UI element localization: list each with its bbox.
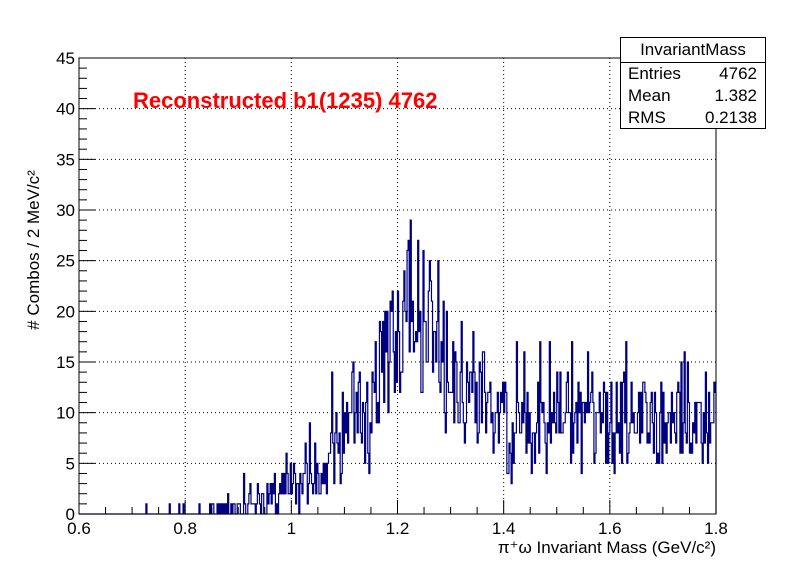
y-tick-label: 35 [56,150,75,169]
stats-box: InvariantMass Entries 4762 Mean 1.382 RM… [620,37,766,129]
stats-entries-value: 4762 [719,64,757,83]
x-tick-label: 1.8 [704,519,728,538]
stats-row-rms: RMS 0.2138 [621,107,765,129]
y-tick-label: 25 [56,252,75,271]
stats-rms-value: 0.2138 [705,108,757,127]
stats-title: InvariantMass [621,38,765,63]
y-tick-label: 5 [66,454,75,473]
stats-row-mean: Mean 1.382 [621,85,765,107]
y-tick-label: 30 [56,201,75,220]
stats-row-entries: Entries 4762 [621,63,765,85]
x-tick-label: 0.6 [67,519,91,538]
histogram-line [79,219,717,515]
y-tick-label: 20 [56,302,75,321]
x-axis-label: π⁺ω Invariant Mass (GeV/c²) [497,538,716,557]
y-axis-label: # Combos / 2 MeV/c² [24,170,43,330]
stats-mean-value: 1.382 [714,86,757,105]
grid-lines [79,58,716,514]
y-axis: 0 5 10 15 20 25 30 35 40 45 [56,49,95,524]
x-tick-label: 0.8 [173,519,197,538]
y-tick-label: 40 [56,100,75,119]
x-axis: 0.6 0.8 1 1.2 1.4 1.6 1.8 [67,500,728,538]
x-tick-label: 1 [287,519,296,538]
stats-mean-label: Mean [628,86,671,105]
y-axis-label-wrap: # Combos / 2 MeV/c² [24,150,48,350]
y-tick-label: 45 [56,49,75,68]
x-tick-label: 1.2 [386,519,410,538]
histogram-series [79,219,717,515]
y-tick-label: 0 [66,505,75,524]
y-tick-label: 10 [56,404,75,423]
x-tick-label: 1.4 [492,519,516,538]
chart-annotation: Reconstructed b1(1235) 4762 [133,88,438,113]
stats-rms-label: RMS [628,108,666,127]
y-tick-label: 15 [56,353,75,372]
stats-entries-label: Entries [628,64,681,83]
x-tick-label: 1.6 [598,519,622,538]
